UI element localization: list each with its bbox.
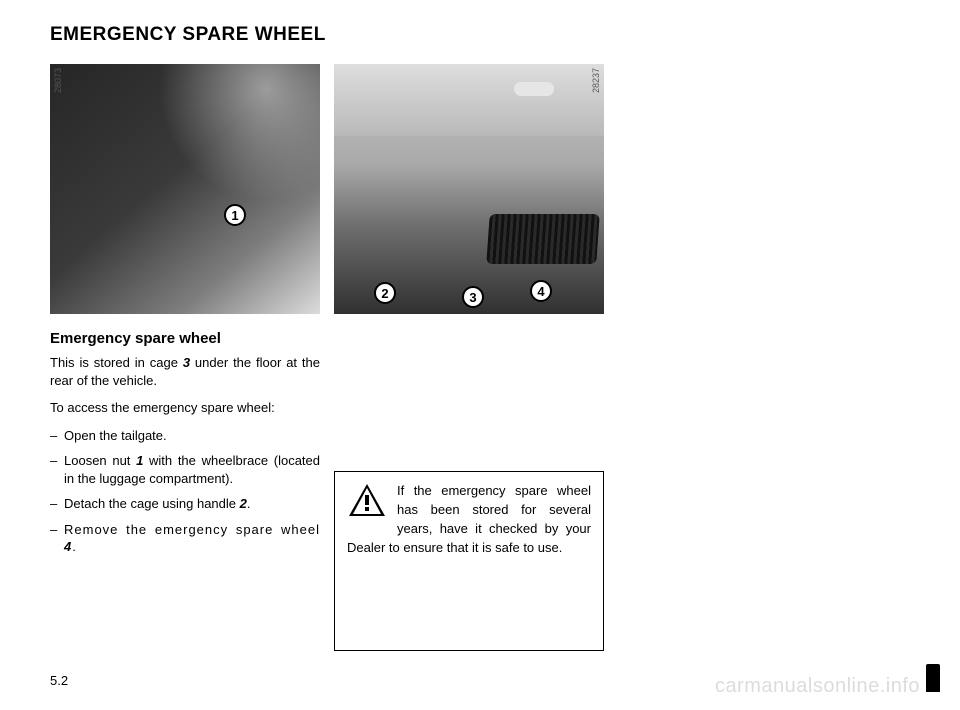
- list-text: Detach the cage using handle 2.: [64, 495, 320, 513]
- text: .: [72, 539, 77, 554]
- list-text: Remove the emergency spare wheel 4.: [64, 521, 320, 556]
- bullet-dash: –: [50, 495, 64, 513]
- right-column: 28237 2 3 4 If the emergency spare wheel…: [334, 64, 604, 330]
- list-text: Open the tailgate.: [64, 427, 320, 445]
- text: Detach the cage using handle: [64, 496, 240, 511]
- photo-tyre: [486, 214, 599, 264]
- warning-box: If the emergency spare wheel has been st…: [334, 471, 604, 651]
- left-column: 28073 1 Emergency spare wheel This is st…: [50, 64, 320, 564]
- callout-3: 3: [462, 286, 484, 308]
- text: This is stored in cage: [50, 355, 183, 370]
- page-edge-mark: [926, 664, 940, 692]
- ref-3: 3: [183, 355, 190, 370]
- intro-paragraph-2: To access the emergency spare wheel:: [50, 399, 320, 417]
- list-item: – Loosen nut 1 with the wheelbrace (loca…: [50, 452, 320, 487]
- ref-4: 4: [64, 539, 72, 554]
- photo-bumper: [334, 64, 604, 136]
- text: Loosen nut: [64, 453, 136, 468]
- photo-placeholder: [50, 64, 320, 314]
- callout-4: 4: [530, 280, 552, 302]
- warning-icon: [347, 482, 391, 522]
- bullet-dash: –: [50, 521, 64, 556]
- figure-code: 28237: [591, 68, 601, 93]
- page-title: EMERGENCY SPARE WHEEL: [50, 24, 910, 46]
- watermark: carmanualsonline.info: [715, 675, 920, 698]
- text: Remove the emergency spare wheel: [64, 522, 320, 537]
- manual-page: EMERGENCY SPARE WHEEL 28073 1 Emergency …: [0, 0, 960, 710]
- ref-2: 2: [240, 496, 247, 511]
- bullet-dash: –: [50, 452, 64, 487]
- figure-trunk: 28073 1: [50, 64, 320, 314]
- photo-handle: [514, 82, 554, 96]
- list-text: Loosen nut 1 with the wheelbrace (locate…: [64, 452, 320, 487]
- content-columns: 28073 1 Emergency spare wheel This is st…: [50, 64, 910, 564]
- list-item: – Open the tailgate.: [50, 427, 320, 445]
- figure-code: 28073: [53, 68, 63, 93]
- text: .: [247, 496, 251, 511]
- subheading: Emergency spare wheel: [50, 330, 320, 347]
- list-item: – Remove the emergency spare wheel 4.: [50, 521, 320, 556]
- figure-undercar: 28237 2 3 4: [334, 64, 604, 314]
- callout-2: 2: [374, 282, 396, 304]
- intro-paragraph-1: This is stored in cage 3 under the floor…: [50, 354, 320, 389]
- list-item: – Detach the cage using handle 2.: [50, 495, 320, 513]
- page-number: 5.2: [50, 673, 68, 688]
- callout-1: 1: [224, 204, 246, 226]
- bullet-dash: –: [50, 427, 64, 445]
